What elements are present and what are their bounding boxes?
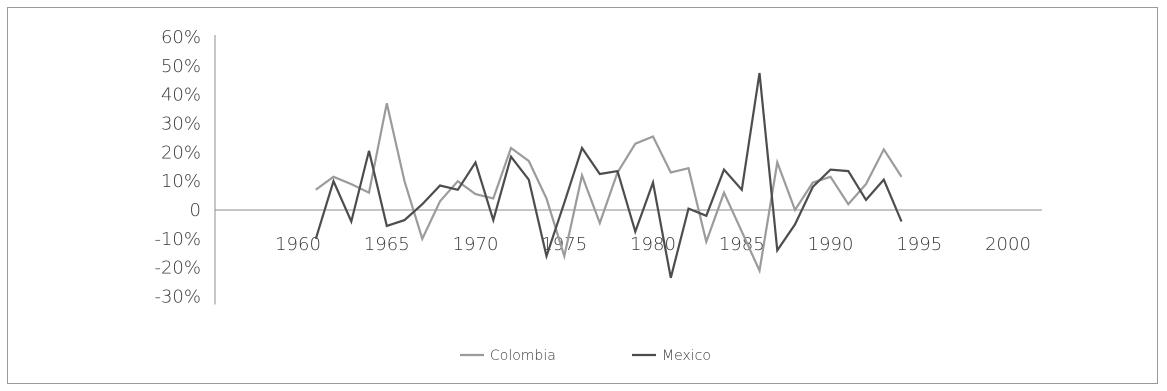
y-tick-label: -20% xyxy=(154,258,201,279)
legend: Colombia Mexico xyxy=(460,348,711,364)
x-tick-label: 2000 xyxy=(985,234,1031,255)
y-tick-labels: 60% 50% 40% 30% 20% 10% 0 -10% -20% -30% xyxy=(154,27,201,308)
axes xyxy=(214,35,1042,305)
chart-frame xyxy=(7,7,1158,384)
legend-label-colombia: Colombia xyxy=(490,348,556,364)
y-tick-label: 30% xyxy=(161,114,201,135)
y-tick-label: 50% xyxy=(161,56,201,77)
y-tick-label: 10% xyxy=(161,171,201,192)
x-tick-labels: 1960 1965 1970 1975 1980 1985 1990 1995 2000 xyxy=(275,234,1031,255)
x-tick-label: 1995 xyxy=(896,234,942,255)
x-tick-label: 1990 xyxy=(808,234,854,255)
x-tick-label: 1965 xyxy=(364,234,410,255)
y-tick-label: 0 xyxy=(190,200,201,221)
x-tick-label: 1970 xyxy=(453,234,499,255)
y-tick-label: -30% xyxy=(154,287,201,308)
series-line-colombia xyxy=(315,103,903,275)
y-tick-label: -10% xyxy=(154,229,201,250)
y-tick-label: 40% xyxy=(161,85,201,106)
series-line-mexico xyxy=(314,72,903,279)
x-tick-label: 1980 xyxy=(630,234,676,255)
legend-label-mexico: Mexico xyxy=(662,348,711,364)
series-lines xyxy=(314,72,903,279)
x-tick-label: 1985 xyxy=(719,234,765,255)
y-tick-label: 20% xyxy=(161,142,201,163)
y-tick-label: 60% xyxy=(161,27,201,48)
x-tick-label: 1960 xyxy=(275,234,321,255)
